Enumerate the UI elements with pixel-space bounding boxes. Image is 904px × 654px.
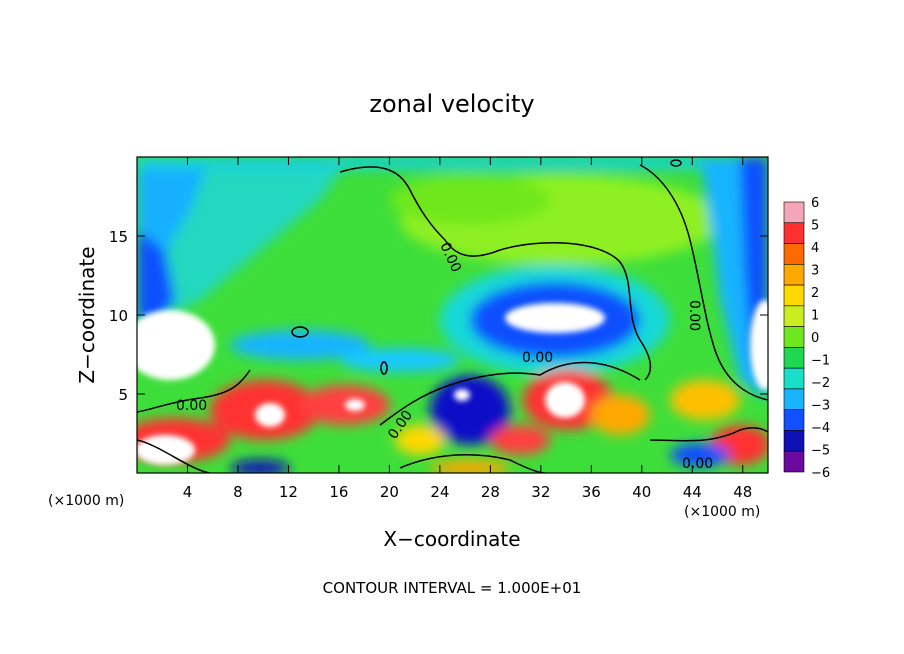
colorbar-swatch [783, 409, 805, 431]
zero-contours [137, 159, 768, 473]
x-axis-ticks: 4 8 12 16 20 24 28 32 36 40 44 48 [183, 157, 752, 501]
colorbar-swatch [783, 367, 805, 390]
colorbar-swatch [783, 347, 805, 369]
contour-label: 0.00 [682, 456, 713, 472]
x-tick-label: 12 [279, 483, 298, 501]
colorbar-swatch [783, 284, 805, 307]
x-unit-right: (×1000 m) [684, 504, 760, 520]
x-tick-label: 16 [329, 483, 348, 501]
colorbar-swatch [783, 305, 805, 327]
colorbar-swatch [783, 430, 805, 452]
x-tick-label: 24 [430, 483, 449, 501]
x-axis-label: X−coordinate [383, 527, 520, 551]
x-tick-label: 20 [380, 483, 399, 501]
colorbar-swatch [783, 450, 805, 473]
z-tick-label: 5 [118, 386, 128, 404]
colorbar-swatch [783, 201, 805, 224]
x-tick-label: 32 [531, 483, 550, 501]
x-tick-label: 44 [683, 483, 702, 501]
contour-interval-note: CONTOUR INTERVAL = 1.000E+01 [323, 579, 582, 597]
x-unit-left: (×1000 m) [48, 493, 124, 509]
colorbar-swatch [783, 326, 805, 348]
colorbar-label: −5 [811, 444, 830, 459]
z-axis-ticks: 5 10 15 [109, 228, 768, 404]
contour-label: 0.00 [522, 350, 553, 366]
colorbar-swatch [783, 264, 805, 286]
colorbar-swatch [783, 388, 805, 410]
x-tick-label: 8 [233, 483, 243, 501]
colorbar-label: −1 [811, 354, 830, 369]
colorbar-label: 6 [811, 196, 819, 211]
velocity-field [137, 157, 768, 473]
z-axis-label: Z−coordinate [75, 246, 99, 383]
colorbar-swatch [783, 243, 805, 265]
x-tick-label: 28 [481, 483, 500, 501]
x-tick-label: 48 [733, 483, 752, 501]
colorbar-label: −6 [811, 466, 830, 481]
colorbar: 6 5 4 3 2 1 0 −1 −2 −3 −4 −5 −6 [783, 196, 830, 481]
z-tick-label: 15 [109, 228, 128, 246]
colorbar-label: −2 [811, 376, 830, 391]
contour-label: 0.00 [176, 398, 207, 414]
x-tick-label: 4 [183, 483, 193, 501]
colorbar-label: −4 [811, 421, 830, 436]
x-tick-label: 36 [582, 483, 601, 501]
colorbar-label: 5 [811, 219, 819, 234]
colorbar-label: 0 [811, 331, 819, 346]
colorbar-label: 4 [811, 241, 819, 256]
z-tick-label: 10 [109, 307, 128, 325]
colorbar-swatch [783, 222, 805, 244]
x-tick-label: 40 [632, 483, 651, 501]
colorbar-label: 3 [811, 264, 819, 279]
contour-label: 0.00 [686, 300, 702, 331]
chart-title: zonal velocity [369, 90, 534, 118]
colorbar-label: −3 [811, 399, 830, 414]
colorbar-label: 1 [811, 309, 819, 324]
colorbar-label: 2 [811, 286, 819, 301]
